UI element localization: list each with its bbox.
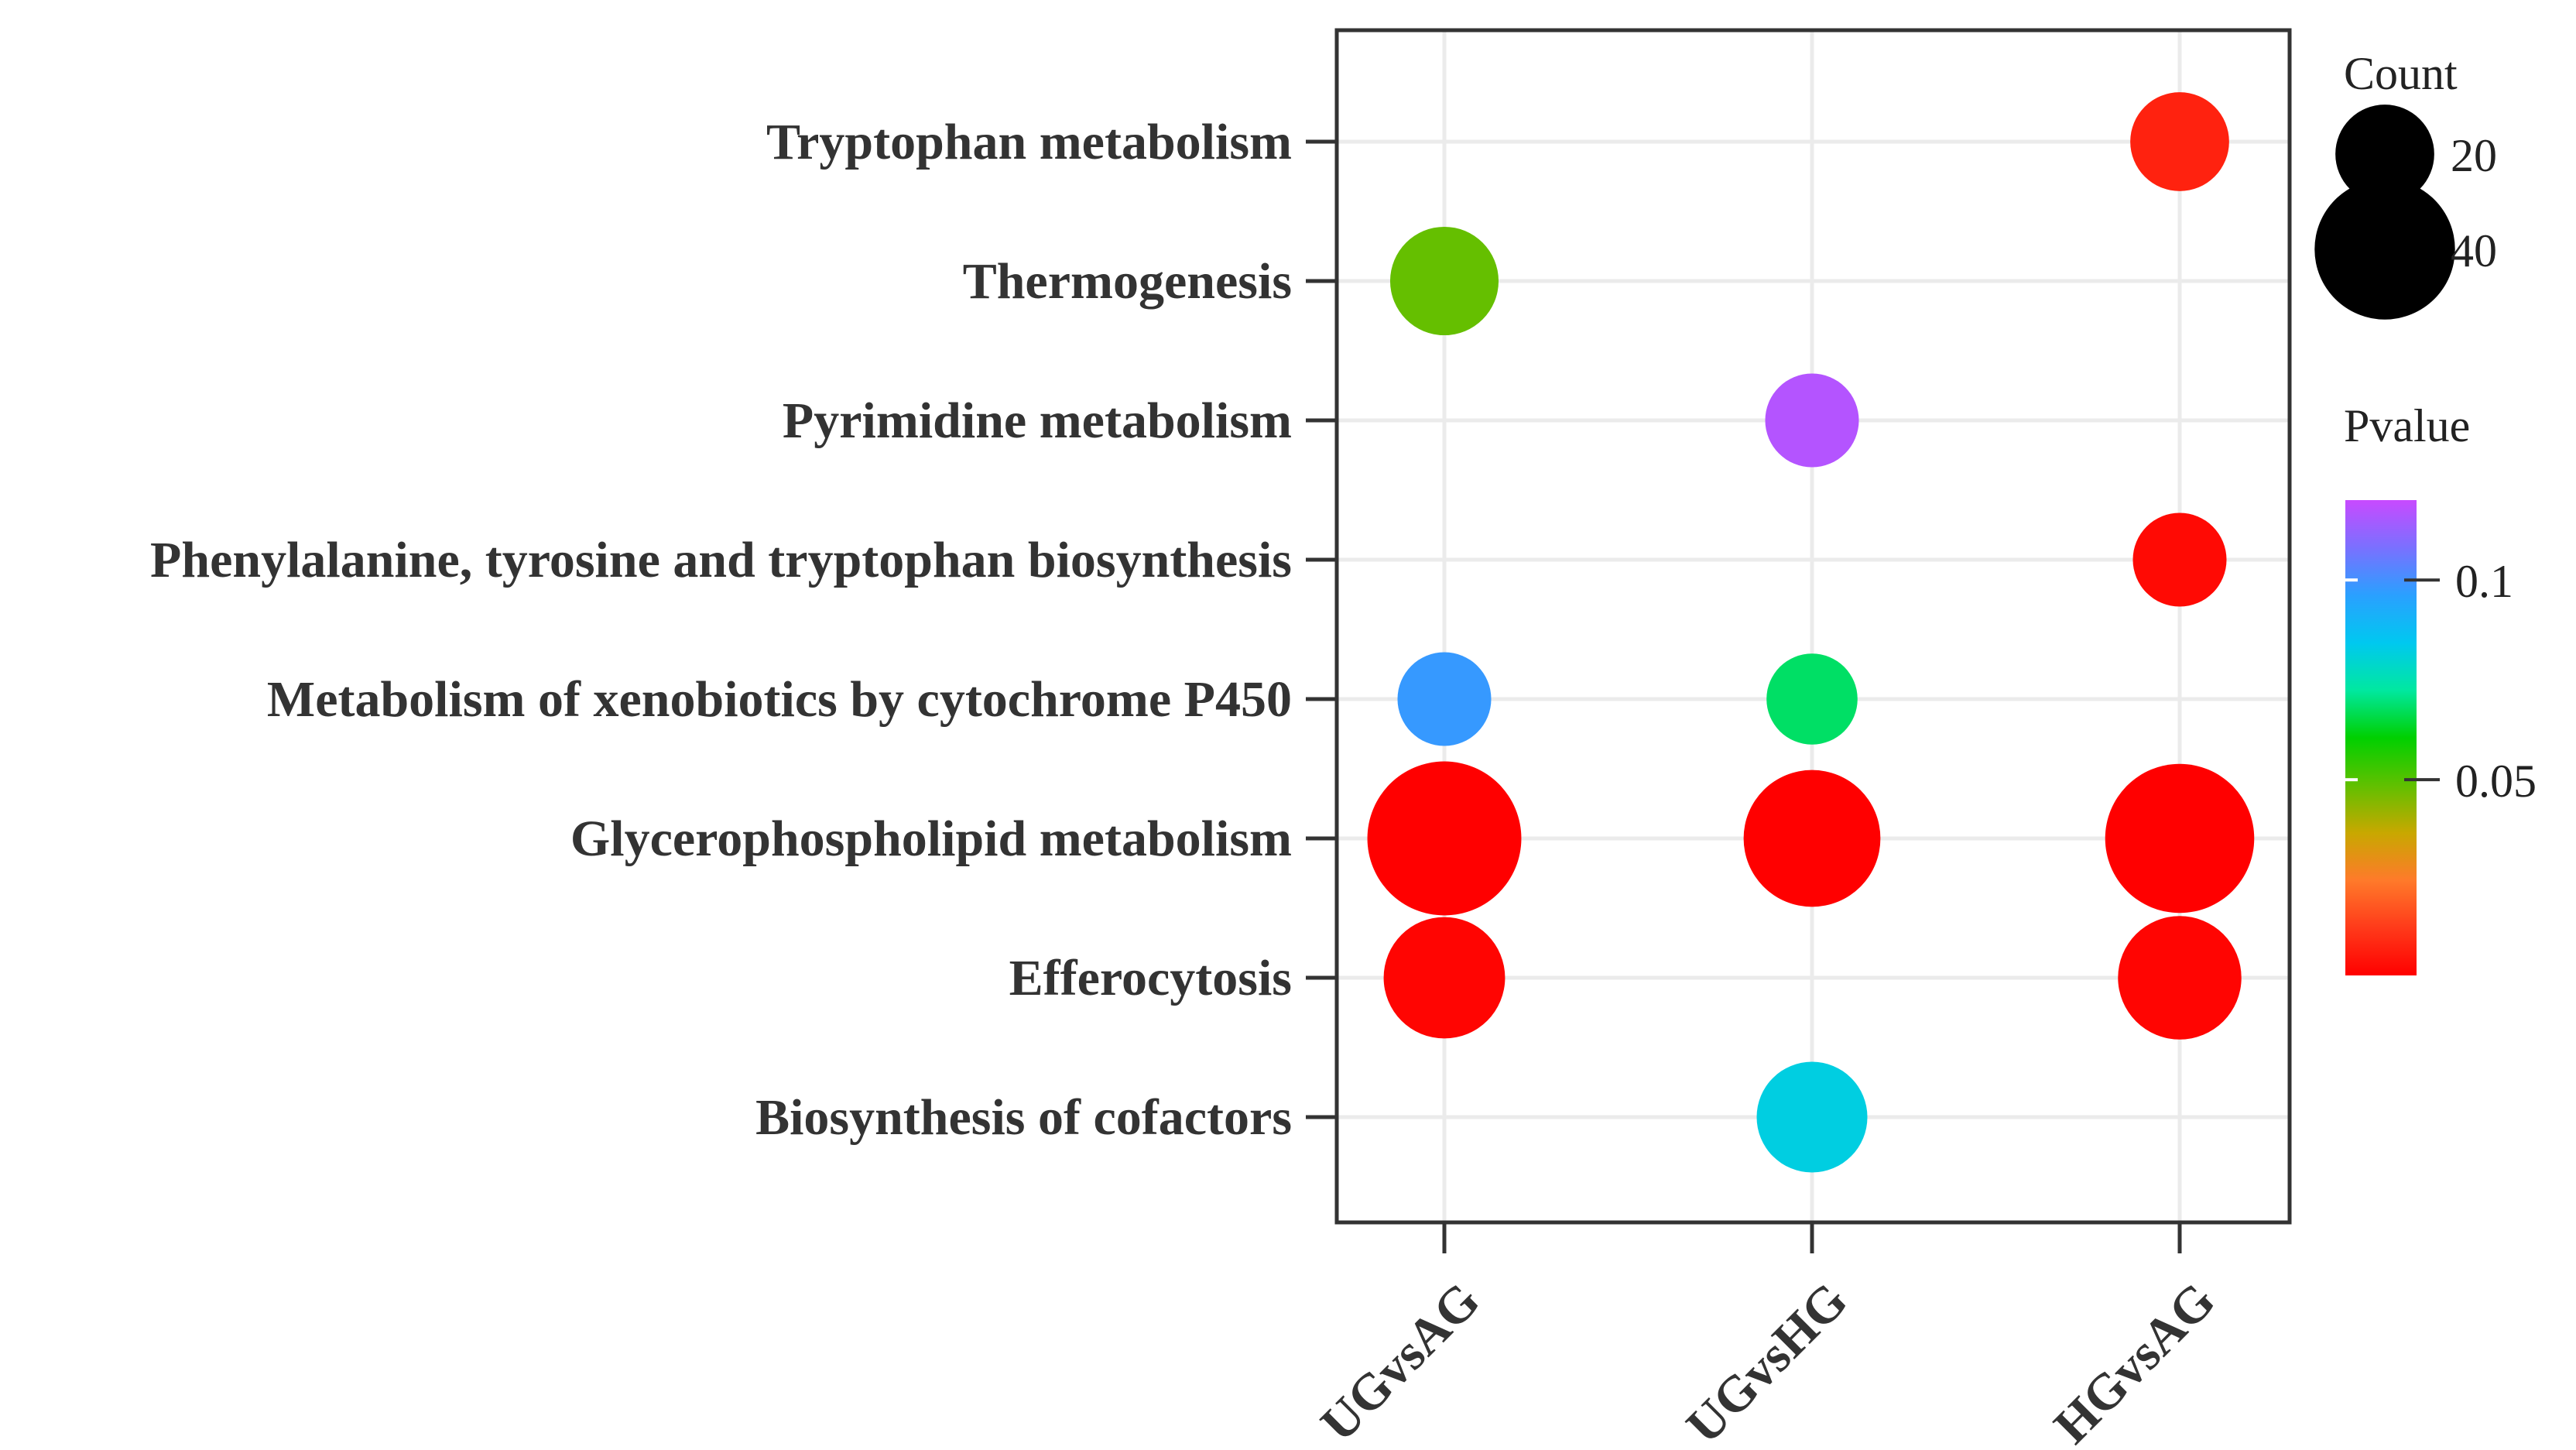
y-axis-tick-label: Glycerophospholipid metabolism (570, 811, 1292, 867)
data-point (2132, 512, 2227, 607)
y-axis-tick-label: Biosynthesis of cofactors (755, 1089, 1292, 1146)
pvalue-colorbar (2345, 500, 2417, 975)
x-axis-tick-label: UGvsHG (1676, 1272, 1858, 1450)
x-axis-tick-label: HGvsAG (2043, 1272, 2226, 1450)
data-points (1367, 92, 2255, 1173)
count-legend-label: 20 (2451, 130, 2497, 181)
count-legend-key (2335, 105, 2434, 204)
pvalue-legend-title: Pvalue (2344, 400, 2470, 451)
y-axis-tick-label: Thermogenesis (963, 253, 1292, 310)
grid-lines (1337, 30, 2290, 1222)
data-point (1397, 652, 1492, 746)
y-axis-tick-label: Phenylalanine, tyrosine and tryptophan b… (150, 532, 1292, 588)
colorbar-tick-label: 0.1 (2455, 556, 2513, 607)
data-point (2130, 92, 2229, 191)
data-point (1756, 1061, 1868, 1173)
data-point (1367, 761, 1522, 916)
data-point (1766, 653, 1858, 745)
data-point (1389, 226, 1499, 336)
y-axis-tick-label: Efferocytosis (1009, 950, 1292, 1006)
x-axis-tick-label: UGvsAG (1310, 1272, 1490, 1450)
data-point (1743, 770, 1881, 907)
data-point (2118, 916, 2242, 1040)
data-point (1765, 373, 1859, 468)
y-axis-tick-label: Metabolism of xenobiotics by cytochrome … (267, 671, 1292, 728)
colorbar-tick-label: 0.05 (2455, 756, 2537, 807)
legends: Count Pvalue 20 40 0.1 0.05 (2314, 48, 2537, 975)
axes: Biosynthesis of cofactors Efferocytosis Gl… (150, 114, 2226, 1450)
y-axis-tick-label: Pyrimidine metabolism (783, 392, 1292, 449)
data-point (2105, 763, 2255, 914)
y-axis-tick-label: Tryptophan metabolism (766, 114, 1292, 170)
count-legend-label: 40 (2451, 225, 2497, 276)
count-legend-title: Count (2344, 48, 2458, 99)
count-legend-key (2314, 179, 2455, 320)
data-point (1383, 917, 1506, 1039)
